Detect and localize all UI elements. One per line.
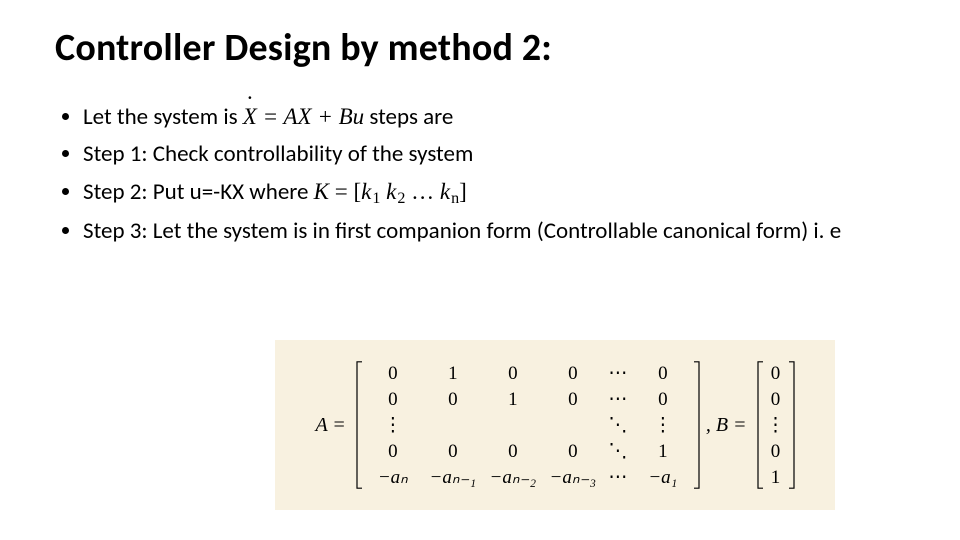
table-row: 0 xyxy=(764,438,788,464)
table-row: −aₙ −aₙ₋₁ −aₙ₋₂ −aₙ₋₃ ⋯ −a₁ xyxy=(363,464,693,490)
slide-title: Controller Design by method 2: xyxy=(55,25,910,71)
b0-pre: Let the system is xyxy=(83,103,243,131)
right-bracket-icon xyxy=(788,360,795,490)
slide: Controller Design by method 2: Let the s… xyxy=(0,0,960,540)
left-bracket-icon xyxy=(757,360,764,490)
bullet-3: Step 3: Let the system is in first compa… xyxy=(83,216,910,247)
B-matrix: 0 0 ⋮ 0 1 xyxy=(757,360,795,490)
B-label: , B = xyxy=(706,414,747,437)
matrix-equation: A = 0 1 0 0 ⋯ 0 0 0 1 xyxy=(315,360,794,490)
b0-eq: X = AX + Bu xyxy=(243,104,364,129)
b0-xdot: X xyxy=(243,101,257,132)
bullet-1: Step 1: Check controllability of the sys… xyxy=(83,139,910,170)
A-grid: 0 1 0 0 ⋯ 0 0 0 1 0 ⋯ 0 xyxy=(363,360,693,490)
table-row: 0 xyxy=(764,386,788,412)
left-bracket-icon xyxy=(356,360,363,490)
A-label: A = xyxy=(315,414,345,437)
table-row: 0 0 0 0 ⋱ 1 xyxy=(363,438,693,464)
A-matrix: 0 1 0 0 ⋯ 0 0 0 1 0 ⋯ 0 xyxy=(356,360,700,490)
bullet-0: Let the system is X = AX + Bu steps are xyxy=(83,101,910,133)
b2-pre: Step 2: Put u=-KX where xyxy=(83,178,314,206)
bullet-2: Step 2: Put u=-KX where K = [k1 k2 … kn] xyxy=(83,176,910,210)
table-row: 0 1 0 0 ⋯ 0 xyxy=(363,360,693,386)
table-row: ⋮ ⋱ ⋮ xyxy=(363,412,693,438)
matrix-block: A = 0 1 0 0 ⋯ 0 0 0 1 xyxy=(275,340,835,510)
table-row: 0 0 1 0 ⋯ 0 xyxy=(363,386,693,412)
table-row: 0 xyxy=(764,360,788,386)
b2-eq: K = [k1 k2 … kn] xyxy=(314,179,467,204)
right-bracket-icon xyxy=(693,360,700,490)
b0-rest: = AX + Bu xyxy=(257,104,364,129)
b0-post: steps are xyxy=(364,103,453,131)
bullet-list: Let the system is X = AX + Bu steps are … xyxy=(55,101,910,247)
table-row: ⋮ xyxy=(764,412,788,438)
B-grid: 0 0 ⋮ 0 1 xyxy=(764,360,788,490)
table-row: 1 xyxy=(764,464,788,490)
